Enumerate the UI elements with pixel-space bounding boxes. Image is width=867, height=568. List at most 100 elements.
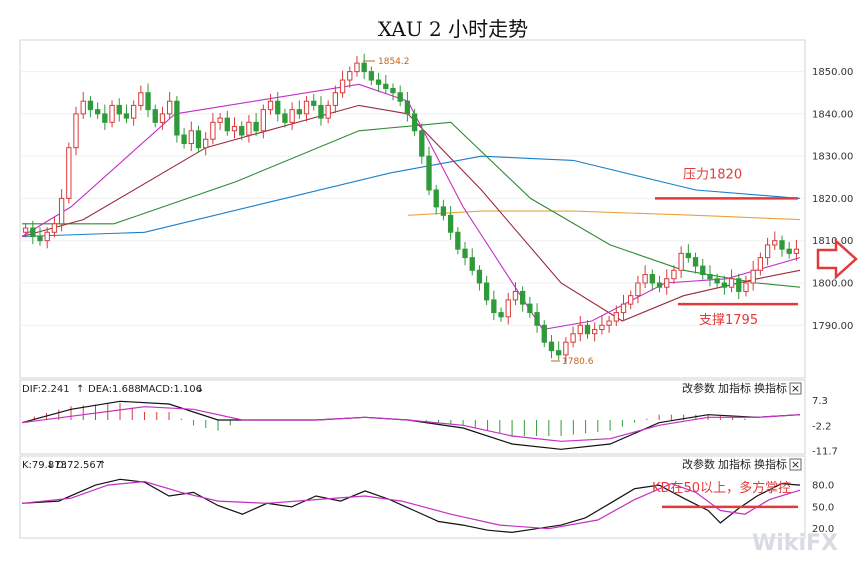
candle-body xyxy=(419,130,425,157)
kd-annotation: KD在50以上，多方掌控 xyxy=(652,480,791,496)
price-panel: 1850.00 1840.00 1830.00 1820.00 1810.00 1800.… xyxy=(19,39,858,379)
price-panel-frame xyxy=(19,39,806,379)
candle-body xyxy=(750,269,756,284)
moving-average-lines xyxy=(21,83,801,331)
candle-body xyxy=(721,282,728,288)
candle-body xyxy=(152,109,158,123)
candle-body xyxy=(87,100,94,111)
price-tick-label: 1850.00 xyxy=(812,67,853,78)
candle-body xyxy=(289,109,295,123)
macd-value-label: MACD:1.106 xyxy=(140,384,202,395)
candle-body xyxy=(44,231,50,242)
kd-tick-label: 80.0 xyxy=(812,481,834,492)
macd-histogram xyxy=(33,402,746,436)
candle-body xyxy=(224,117,230,132)
candle-body xyxy=(231,126,238,132)
candle-body xyxy=(37,235,43,242)
macd-change-params-button[interactable]: 改参数 xyxy=(682,381,715,395)
price-tick-label: 1790.00 xyxy=(812,321,853,332)
candle-body xyxy=(260,109,266,132)
candle-body xyxy=(476,269,483,284)
watermark: WikiFX xyxy=(752,531,838,556)
candle-body xyxy=(793,248,800,254)
candle-body xyxy=(404,100,411,115)
candle-body xyxy=(116,104,122,115)
candle-body xyxy=(685,252,692,259)
moving-average-line xyxy=(21,104,801,322)
resistance-label: 压力1820 xyxy=(683,167,742,182)
candle-body xyxy=(736,278,742,292)
candle-body xyxy=(318,104,324,119)
macd-add-indicator-button[interactable]: 加指标 xyxy=(718,381,751,395)
candles xyxy=(22,53,800,363)
candle-body xyxy=(390,88,396,94)
candle-body xyxy=(505,299,511,318)
candle-body xyxy=(426,155,432,191)
macd-series-line xyxy=(21,406,801,442)
candle-body xyxy=(145,92,151,111)
candle-body xyxy=(519,290,526,305)
candle-body xyxy=(30,227,36,237)
macd-dif-label: DIF:2.241 xyxy=(22,384,70,395)
kd-series-line xyxy=(21,480,801,530)
kd-close-icon[interactable]: × xyxy=(791,458,800,471)
chart-title: XAU 2 小时走势 xyxy=(378,17,528,41)
macd-switch-indicator-button[interactable]: 换指标 xyxy=(754,381,787,395)
candle-body xyxy=(282,113,288,123)
kd-d-label: D:72.567 xyxy=(56,460,102,471)
candle-body xyxy=(584,324,591,335)
kd-change-params-button[interactable]: 改参数 xyxy=(682,457,715,471)
kd-tick-label: 20.0 xyxy=(812,524,834,535)
price-tick-label: 1820.00 xyxy=(812,194,853,205)
candle-body xyxy=(325,104,331,119)
candle-body xyxy=(66,147,72,199)
support-label: 支撑1795 xyxy=(699,313,758,328)
macd-close-button[interactable] xyxy=(789,382,802,395)
high-price-label: 1854.2 xyxy=(378,57,410,67)
macd-tick-label: 7.3 xyxy=(812,396,828,407)
macd-tick-label: -11.7 xyxy=(812,447,838,458)
candle-body xyxy=(130,104,137,119)
candle-body xyxy=(534,312,540,326)
kd-close-button[interactable] xyxy=(789,458,802,471)
candle-body xyxy=(347,71,353,81)
candle-body xyxy=(109,104,115,123)
candle-body xyxy=(462,248,468,259)
low-price-label: 1780.6 xyxy=(562,357,594,367)
kd-panel-frame xyxy=(19,455,806,539)
candle-body xyxy=(556,350,562,356)
candle-body xyxy=(563,341,569,356)
kd-k-arrow-icon: ↓ xyxy=(46,460,54,471)
kd-panel: K:79.873 ↓ D:72.567 ↑ 改参数 加指标 换指标 × 80.0… xyxy=(19,455,834,539)
macd-dea-label: DEA:1.688 xyxy=(88,384,141,395)
candle-body xyxy=(138,92,144,106)
macd-down-arrow-icon: ↓ xyxy=(196,384,204,395)
macd-axis: 7.3 -2.2 -11.7 xyxy=(812,396,838,458)
candle-body xyxy=(375,79,382,85)
kd-axis: 80.0 50.0 20.0 xyxy=(812,481,834,536)
candle-body xyxy=(339,79,346,94)
kd-add-indicator-button[interactable]: 加指标 xyxy=(718,457,751,471)
candle-body xyxy=(548,341,555,352)
candle-body xyxy=(606,320,612,326)
candle-body xyxy=(51,223,58,233)
candle-body xyxy=(447,214,454,233)
price-grid xyxy=(20,71,805,326)
macd-dif-arrow-icon: ↑ xyxy=(76,384,84,395)
macd-close-icon[interactable]: × xyxy=(791,382,800,395)
macd-lines xyxy=(21,400,801,450)
candle-body xyxy=(159,113,166,123)
candle-body xyxy=(491,299,497,314)
price-tick-label: 1830.00 xyxy=(812,152,853,163)
candle-body xyxy=(483,282,490,301)
candle-body xyxy=(239,126,245,136)
candle-body xyxy=(383,83,389,90)
candle-body xyxy=(757,257,764,271)
candle-body xyxy=(73,113,79,149)
kd-switch-indicator-button[interactable]: 换指标 xyxy=(754,457,787,471)
candle-body xyxy=(167,100,173,115)
moving-average-line xyxy=(21,155,801,238)
candle-body xyxy=(58,197,65,225)
moving-average-line xyxy=(22,121,801,288)
